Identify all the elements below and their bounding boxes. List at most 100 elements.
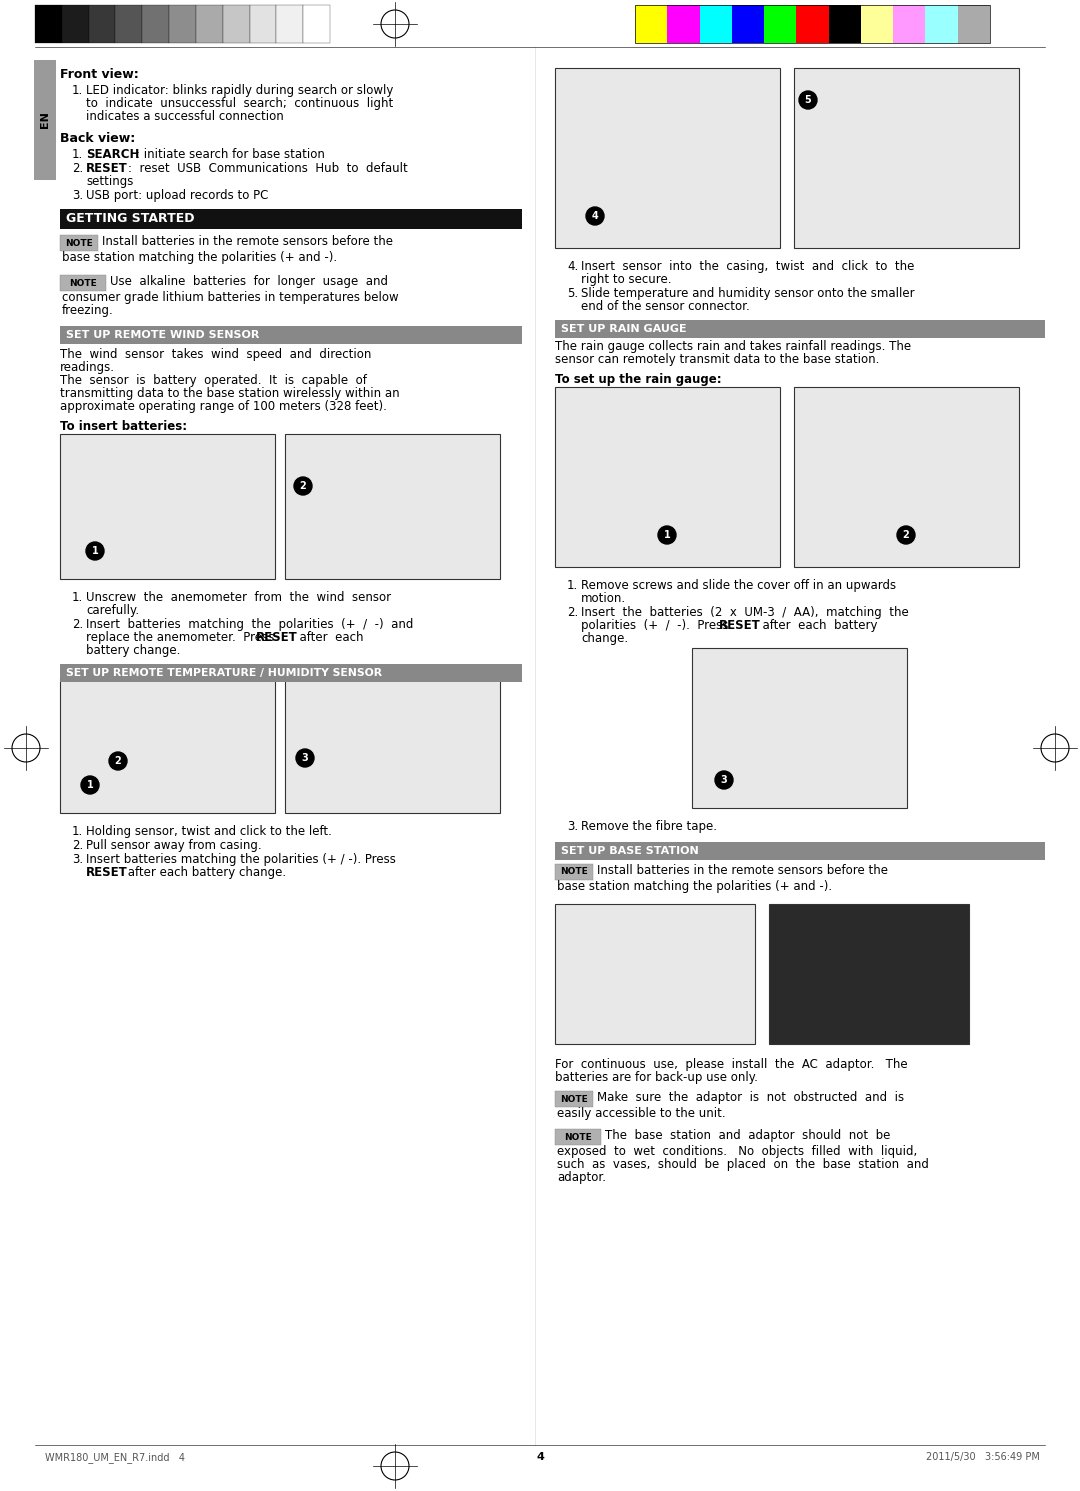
Text: settings: settings — [86, 174, 133, 188]
Text: 2: 2 — [114, 756, 121, 766]
Text: base station matching the polarities (+ and -).: base station matching the polarities (+ … — [62, 250, 337, 264]
Text: Use  alkaline  batteries  for  longer  usage  and: Use alkaline batteries for longer usage … — [110, 274, 388, 288]
Circle shape — [81, 775, 99, 795]
Text: Install batteries in the remote sensors before the: Install batteries in the remote sensors … — [102, 236, 393, 248]
Circle shape — [897, 526, 915, 544]
Text: motion.: motion. — [581, 592, 626, 605]
Bar — [60, 434, 275, 579]
Text: carefully.: carefully. — [86, 604, 139, 617]
Bar — [555, 904, 755, 1044]
Bar — [195, 4, 222, 43]
Text: 2: 2 — [903, 529, 909, 540]
Bar — [555, 388, 780, 567]
Text: NOTE: NOTE — [65, 239, 93, 248]
Bar — [667, 4, 700, 43]
Bar — [700, 4, 732, 43]
Text: sensor can remotely transmit data to the base station.: sensor can remotely transmit data to the… — [555, 353, 879, 365]
Text: The  base  station  and  adaptor  should  not  be: The base station and adaptor should not … — [605, 1129, 890, 1142]
Text: after each battery change.: after each battery change. — [124, 866, 286, 880]
Bar — [555, 69, 780, 248]
Bar — [828, 4, 861, 43]
Text: :  reset  USB  Communications  Hub  to  default: : reset USB Communications Hub to defaul… — [129, 163, 408, 174]
Text: readings.: readings. — [60, 361, 114, 374]
Bar — [276, 4, 303, 43]
Text: SEARCH: SEARCH — [86, 148, 139, 161]
Text: LED indicator: blinks rapidly during search or slowly: LED indicator: blinks rapidly during sea… — [86, 83, 393, 97]
Text: 3.: 3. — [72, 853, 83, 866]
Text: NOTE: NOTE — [561, 868, 588, 877]
Circle shape — [658, 526, 676, 544]
Text: Holding sensor, twist and click to the left.: Holding sensor, twist and click to the l… — [86, 825, 332, 838]
Text: GETTING STARTED: GETTING STARTED — [66, 213, 194, 225]
Text: SET UP RAIN GAUGE: SET UP RAIN GAUGE — [561, 324, 687, 334]
Text: RESET: RESET — [256, 631, 298, 644]
Bar — [796, 4, 828, 43]
Bar — [692, 649, 907, 808]
Text: after  each  battery: after each battery — [755, 619, 877, 632]
Bar — [555, 1129, 600, 1145]
Text: exposed  to  wet  conditions.   No  objects  filled  with  liquid,: exposed to wet conditions. No objects fi… — [557, 1145, 917, 1159]
Text: freezing.: freezing. — [62, 304, 113, 318]
Text: 2.: 2. — [72, 839, 83, 851]
Text: 1: 1 — [86, 780, 93, 790]
Bar — [861, 4, 893, 43]
Text: Insert  batteries  matching  the  polarities  (+  /  -)  and: Insert batteries matching the polarities… — [86, 617, 414, 631]
Text: 1: 1 — [92, 546, 98, 556]
Circle shape — [109, 751, 127, 769]
Text: easily accessible to the unit.: easily accessible to the unit. — [557, 1106, 726, 1120]
Bar — [60, 678, 275, 813]
Text: end of the sensor connector.: end of the sensor connector. — [581, 300, 750, 313]
Circle shape — [294, 477, 312, 495]
Text: consumer grade lithium batteries in temperatures below: consumer grade lithium batteries in temp… — [62, 291, 399, 304]
Text: SET UP REMOTE WIND SENSOR: SET UP REMOTE WIND SENSOR — [66, 330, 259, 340]
Bar — [285, 678, 500, 813]
Bar — [249, 4, 276, 43]
Text: indicates a successful connection: indicates a successful connection — [86, 110, 284, 122]
Bar — [60, 327, 522, 344]
Circle shape — [296, 748, 314, 766]
Text: SET UP REMOTE TEMPERATURE / HUMIDITY SENSOR: SET UP REMOTE TEMPERATURE / HUMIDITY SEN… — [66, 668, 382, 678]
Text: Install batteries in the remote sensors before the: Install batteries in the remote sensors … — [597, 863, 888, 877]
Bar — [926, 4, 958, 43]
Text: 1.: 1. — [72, 148, 83, 161]
Bar — [635, 4, 990, 43]
Text: change.: change. — [581, 632, 629, 646]
Text: 5: 5 — [805, 95, 811, 104]
Text: 3.: 3. — [72, 189, 83, 201]
Text: such  as  vases,  should  be  placed  on  the  base  station  and: such as vases, should be placed on the b… — [557, 1159, 929, 1170]
Text: 1: 1 — [663, 529, 671, 540]
Text: 4.: 4. — [567, 259, 578, 273]
Text: 2.: 2. — [567, 605, 578, 619]
Bar — [35, 4, 62, 43]
Bar — [60, 274, 106, 291]
Text: 3: 3 — [301, 753, 309, 763]
Text: WMR180_UM_EN_R7.indd   4: WMR180_UM_EN_R7.indd 4 — [45, 1452, 185, 1463]
Bar — [60, 236, 98, 250]
Text: Back view:: Back view: — [60, 133, 135, 145]
Bar — [769, 904, 969, 1044]
Text: NOTE: NOTE — [69, 279, 97, 288]
Text: Unscrew  the  anemometer  from  the  wind  sensor: Unscrew the anemometer from the wind sen… — [86, 590, 391, 604]
Circle shape — [586, 207, 604, 225]
Bar — [794, 69, 1020, 248]
Text: right to secure.: right to secure. — [581, 273, 672, 286]
Bar — [635, 4, 667, 43]
Bar — [794, 388, 1020, 567]
Bar — [732, 4, 764, 43]
Text: 1.: 1. — [72, 83, 83, 97]
Text: Front view:: Front view: — [60, 69, 138, 81]
Text: RESET: RESET — [86, 163, 127, 174]
Text: Pull sensor away from casing.: Pull sensor away from casing. — [86, 839, 261, 851]
Text: RESET: RESET — [719, 619, 760, 632]
Text: 5.: 5. — [567, 286, 578, 300]
Text: 3.: 3. — [567, 820, 578, 833]
Text: Insert  sensor  into  the  casing,  twist  and  click  to  the: Insert sensor into the casing, twist and… — [581, 259, 915, 273]
Bar — [33, 60, 56, 180]
Text: after  each: after each — [292, 631, 364, 644]
Text: The rain gauge collects rain and takes rainfall readings. The: The rain gauge collects rain and takes r… — [555, 340, 912, 353]
Text: 1.: 1. — [567, 579, 578, 592]
Text: to  indicate  unsuccessful  search;  continuous  light: to indicate unsuccessful search; continu… — [86, 97, 393, 110]
Text: The  sensor  is  battery  operated.  It  is  capable  of: The sensor is battery operated. It is ca… — [60, 374, 367, 388]
Circle shape — [86, 543, 104, 561]
Text: Make  sure  the  adaptor  is  not  obstructed  and  is: Make sure the adaptor is not obstructed … — [597, 1091, 904, 1103]
